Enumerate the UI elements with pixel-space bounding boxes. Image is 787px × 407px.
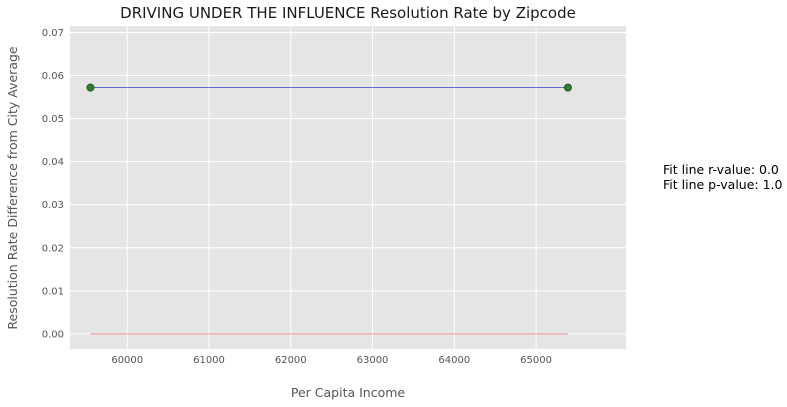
tick-labels: 60000 61000 62000 63000 64000 65000 0.00 0.01 0.… — [42, 28, 552, 366]
x-axis-label: Per Capita Income — [291, 385, 406, 400]
fit-r-value-annotation: Fit line r-value: 0.0 — [663, 162, 779, 177]
x-tick-label: 64000 — [438, 355, 470, 366]
x-tick-label: 62000 — [275, 355, 307, 366]
y-tick-label: 0.02 — [42, 243, 64, 254]
y-tick-label: 0.07 — [42, 28, 64, 39]
y-tick-label: 0.06 — [42, 71, 64, 82]
data-point — [86, 83, 95, 92]
fit-p-value-annotation: Fit line p-value: 1.0 — [663, 177, 783, 192]
data-point — [563, 83, 572, 92]
x-tick-label: 65000 — [520, 355, 552, 366]
y-tick-label: 0.01 — [42, 286, 64, 297]
y-axis-label: Resolution Rate Difference from City Ave… — [5, 46, 20, 330]
gridlines — [70, 26, 626, 349]
y-tick-label: 0.03 — [42, 200, 64, 211]
x-tick-label: 63000 — [357, 355, 389, 366]
x-tick-label: 61000 — [193, 355, 225, 366]
x-tick-label: 60000 — [111, 355, 143, 366]
plot-area — [70, 26, 626, 349]
y-tick-label: 0.05 — [42, 114, 64, 125]
series-layer — [86, 83, 572, 335]
y-tick-label: 0.04 — [42, 157, 64, 168]
chart-title: DRIVING UNDER THE INFLUENCE Resolution R… — [120, 4, 576, 22]
y-tick-label: 0.00 — [42, 329, 64, 340]
